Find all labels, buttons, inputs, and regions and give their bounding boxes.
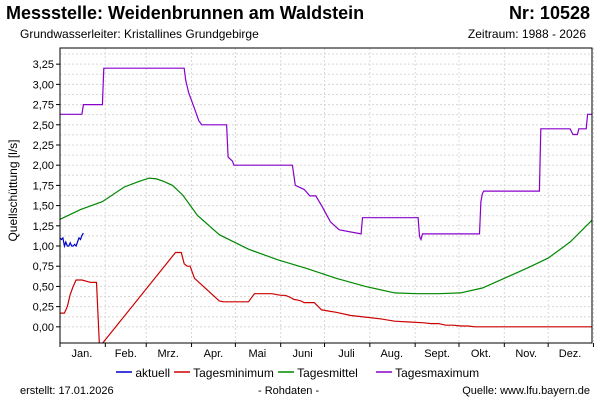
y-tick-label: 0,50 bbox=[33, 281, 54, 293]
legend-tagesmittel: Tagesmittel bbox=[278, 366, 358, 380]
period-label: Zeitraum: 1988 - 2026 bbox=[467, 27, 586, 41]
y-tick-label: 0,25 bbox=[33, 302, 54, 314]
legend-swatch-tagesminimum bbox=[174, 371, 190, 373]
legend-swatch-tagesmaximum bbox=[376, 371, 392, 373]
x-tick-label: Mai bbox=[248, 348, 266, 360]
x-tick-label: Juli bbox=[338, 348, 355, 360]
y-tick-label: 1,25 bbox=[33, 221, 54, 233]
aquifer-subtitle: Grundwasserleiter: Kristallines Grundgeb… bbox=[20, 27, 259, 41]
x-tick-label: Aug. bbox=[380, 348, 403, 360]
source-link[interactable]: Quelle: www.lfu.bayern.de bbox=[462, 385, 590, 397]
x-tick-label: Feb. bbox=[115, 348, 137, 360]
y-tick-label: 2,00 bbox=[33, 160, 54, 172]
y-tick-label: 2,75 bbox=[33, 100, 54, 112]
legend-label-aktuell: aktuell bbox=[135, 366, 171, 380]
x-tick-label: Dez. bbox=[559, 348, 582, 360]
created-date: erstellt: 17.01.2026 bbox=[20, 385, 114, 397]
y-tick-label: 2,25 bbox=[33, 140, 54, 152]
series-line-tagesminimum bbox=[60, 251, 592, 349]
x-tick-label: Nov. bbox=[515, 348, 537, 360]
y-tick-label: 0,00 bbox=[33, 322, 54, 334]
y-tick-label: 3,00 bbox=[33, 79, 54, 91]
legend-label-tagesminimum: Tagesminimum bbox=[193, 366, 274, 380]
legend-tagesmaximum: Tagesmaximum bbox=[376, 366, 479, 380]
legend-tagesminimum: Tagesminimum bbox=[174, 366, 274, 380]
series-line-tagesmaximum bbox=[60, 67, 592, 242]
y-tick-label: 2,50 bbox=[33, 120, 54, 132]
series-line-aktuell bbox=[59, 232, 84, 249]
y-tick-label: 1,50 bbox=[33, 201, 54, 213]
y-tick-label: 3,25 bbox=[33, 59, 54, 71]
x-tick-label: Mrz. bbox=[157, 348, 178, 360]
y-tick-label: 0,75 bbox=[33, 261, 54, 273]
legend-aktuell: aktuell bbox=[116, 366, 170, 380]
legend-label-tagesmittel: Tagesmittel bbox=[297, 366, 358, 380]
x-tick-label: Apr. bbox=[204, 348, 224, 360]
page-title: Messstelle: Weidenbrunnen am Waldstein bbox=[6, 3, 365, 23]
legend-swatch-aktuell bbox=[116, 371, 132, 373]
x-tick-label: Juni bbox=[293, 348, 313, 360]
x-tick-label: Sept. bbox=[424, 348, 450, 360]
y-axis-label: Quellschüttung [l/s] bbox=[6, 139, 20, 241]
plot-frame bbox=[59, 47, 593, 344]
legend-swatch-tagesmittel bbox=[278, 371, 294, 373]
x-tick-label: Jan. bbox=[72, 348, 93, 360]
below-plot-mask bbox=[60, 343, 592, 363]
y-tick-label: 1,00 bbox=[33, 241, 54, 253]
x-tick-label: Okt. bbox=[471, 348, 491, 360]
legend-label-tagesmaximum: Tagesmaximum bbox=[395, 366, 480, 380]
y-tick-label: 1,75 bbox=[33, 180, 54, 192]
raw-data-label: - Rohdaten - bbox=[258, 385, 320, 397]
series-line-tagesmittel bbox=[59, 177, 593, 295]
station-number: Nr: 10528 bbox=[508, 3, 590, 23]
